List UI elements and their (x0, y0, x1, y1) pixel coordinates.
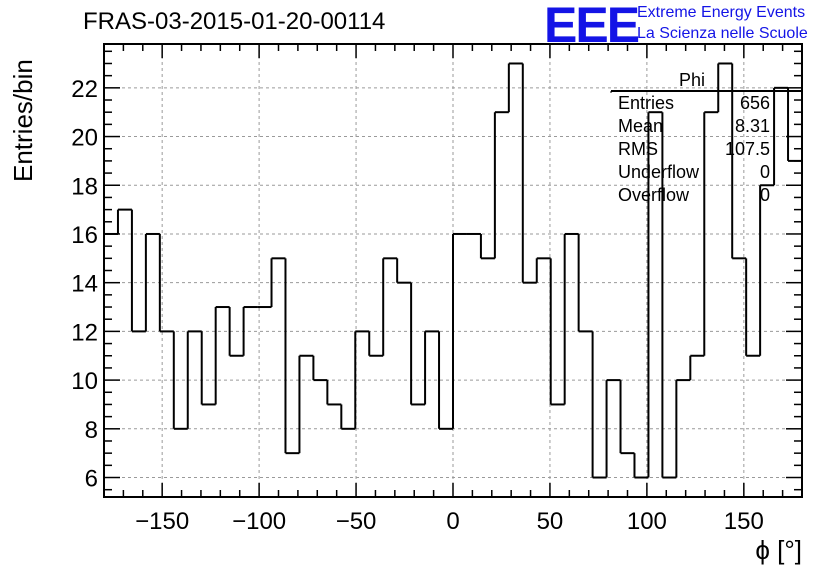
stats-label-underflow: Underflow (618, 162, 700, 182)
y-tick-label: 20 (71, 125, 98, 152)
y-tick-label: 10 (71, 368, 98, 395)
x-tick-label: 150 (724, 508, 764, 535)
chart-title: FRAS-03-2015-01-20-00114 (83, 8, 386, 35)
y-tick-label: 16 (71, 222, 98, 249)
logo-caption-line1: Extreme Energy Events (637, 4, 806, 21)
stats-value-overflow: 0 (759, 185, 770, 205)
stats-title: Phi (679, 70, 706, 90)
x-tick-label: 50 (537, 508, 564, 535)
y-tick-label: 12 (71, 319, 98, 346)
y-axis-label-wrapper: Entries/bin (8, 59, 38, 192)
y-axis-label: Entries/bin (8, 59, 38, 182)
stats-label-mean: Mean (618, 116, 664, 136)
y-tick-label: 14 (71, 271, 98, 298)
x-tick-label: −100 (232, 508, 286, 535)
axis-tick-labels: −150 −100 −50 0 50 100 150 6 8 10 12 14 16 18 20 22 (71, 76, 764, 535)
stats-label-overflow: Overflow (618, 185, 690, 205)
x-axis-label: ϕ [°] (755, 535, 802, 565)
x-tick-label: 100 (627, 508, 667, 535)
stats-value-underflow: 0 (759, 162, 770, 182)
y-tick-label: 22 (71, 76, 98, 103)
histogram-series (104, 62, 802, 479)
x-tick-label: −50 (336, 508, 377, 535)
x-tick-label: 0 (446, 508, 459, 535)
stats-label-rms: RMS (618, 139, 658, 159)
stats-value-entries: 656 (739, 93, 770, 113)
logo-caption-line2: La Scienza nelle Scuole (637, 25, 808, 42)
stats-value-rms: 107.5 (724, 139, 770, 159)
stats-label-entries: Entries (618, 93, 675, 113)
y-tick-label: 6 (85, 466, 98, 493)
stats-value-mean: 8.31 (734, 116, 770, 136)
y-tick-label: 18 (71, 173, 98, 200)
axis-ticks (103, 44, 803, 497)
y-tick-label: 8 (85, 417, 98, 444)
x-tick-label: −150 (135, 508, 189, 535)
eee-logo: EEE (544, 0, 640, 53)
stats-box-lines (610, 90, 802, 93)
